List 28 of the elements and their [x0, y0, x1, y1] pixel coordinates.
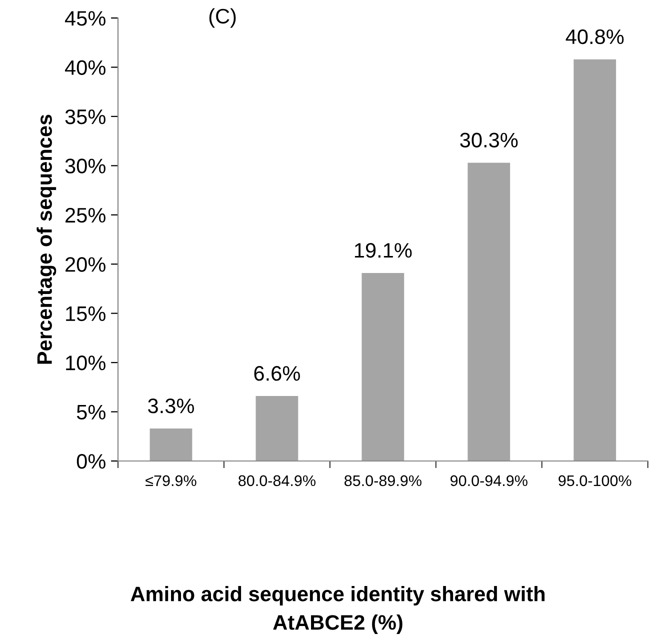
y-tick-label: 5%	[76, 404, 106, 420]
annotation: (C)	[209, 8, 236, 28]
y-tick-label: 30%	[65, 158, 106, 174]
y-axis-title: Percentage of sequences	[36, 114, 56, 364]
y-tick-label: 35%	[65, 109, 106, 124]
x-axis-title: Amino acid sequence identity shared with AtABCE2 (%)	[130, 586, 545, 634]
y-tick-label: 40%	[64, 60, 106, 75]
bar	[150, 428, 192, 461]
y-tick-label: 0%	[76, 454, 106, 469]
data-label: 3.3%	[148, 398, 194, 414]
data-label: 19.1%	[354, 242, 412, 258]
data-label: 6.6%	[254, 366, 300, 381]
bar	[468, 162, 510, 461]
y-tick-label: 45%	[64, 11, 106, 26]
data-label: 40.8%	[566, 29, 624, 44]
x-tick-label: 85.0-89.9%	[344, 475, 422, 486]
y-tick-label: 15%	[66, 306, 106, 322]
bar	[574, 59, 616, 461]
data-label: 30.3%	[460, 132, 518, 148]
x-tick-label: ≤79.9%	[146, 475, 196, 486]
x-tick-label: 90.0-94.9%	[450, 475, 528, 486]
y-tick-label: 10%	[66, 356, 106, 370]
x-tick-label: 95.0-100%	[558, 475, 632, 486]
bar	[362, 272, 404, 461]
y-tick-label: 25%	[66, 208, 106, 223]
x-tick-label: 80.0-84.9%	[238, 475, 316, 486]
y-tick-label: 20%	[66, 257, 106, 272]
bar	[256, 396, 298, 461]
